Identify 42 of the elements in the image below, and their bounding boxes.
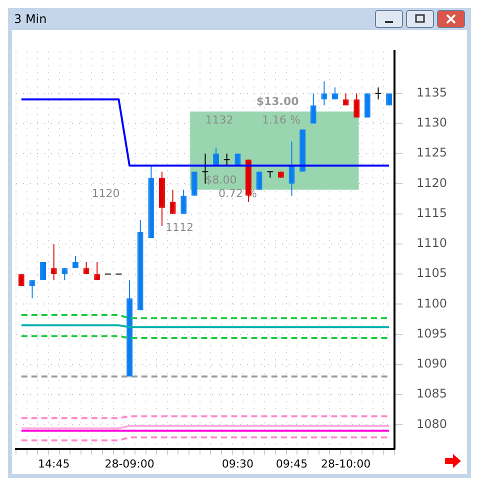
y-tick-label: 1090 bbox=[416, 356, 448, 371]
candlestick bbox=[94, 262, 100, 281]
x-tick-label: 28-10:00 bbox=[320, 457, 371, 470]
y-tick-label: 1105 bbox=[416, 266, 448, 280]
candlestick bbox=[72, 256, 78, 269]
y-tick-label: 1115 bbox=[416, 206, 448, 220]
y-tick-label: 1110 bbox=[416, 236, 448, 250]
candlestick bbox=[374, 86, 382, 100]
y-tick-label: 1130 bbox=[416, 116, 448, 130]
candlestick bbox=[342, 92, 349, 106]
candlestick bbox=[354, 92, 360, 118]
candlestick bbox=[40, 262, 46, 281]
y-tick-label: 1125 bbox=[416, 146, 448, 160]
band-label: $13.00 bbox=[256, 94, 300, 108]
candlestick bbox=[29, 280, 36, 299]
annotation: $8.00 bbox=[205, 173, 237, 186]
annotation: 1.16 % bbox=[262, 114, 300, 127]
y-tick-label: 1135 bbox=[416, 85, 448, 100]
x-tick-label: 09:45 bbox=[276, 457, 308, 470]
candlestick bbox=[170, 189, 176, 214]
candlestick bbox=[266, 171, 274, 178]
y-tick-label: 1085 bbox=[416, 386, 448, 401]
candlestick bbox=[213, 147, 220, 166]
candlestick bbox=[50, 243, 57, 281]
y-tick-label: 1100 bbox=[416, 296, 448, 310]
annotation: 1132 bbox=[205, 114, 234, 127]
y-tick-label: 1080 bbox=[416, 416, 448, 431]
x-tick-label: 28-09:00 bbox=[104, 457, 154, 470]
candlestick bbox=[62, 268, 68, 281]
annotation: 1120 bbox=[92, 187, 120, 200]
candlestick bbox=[332, 86, 338, 100]
chart-title: 3 Min bbox=[14, 12, 47, 26]
y-tick-label: 1095 bbox=[416, 326, 448, 340]
candlestick bbox=[83, 262, 90, 275]
x-tick-label: 09:30 bbox=[222, 457, 254, 470]
annotation: 1112 bbox=[165, 220, 194, 234]
candlestick bbox=[310, 92, 316, 124]
x-tick-label: 14:45 bbox=[38, 457, 70, 470]
y-tick-label: 1120 bbox=[416, 176, 448, 190]
candlestick bbox=[321, 80, 328, 106]
candlestick bbox=[180, 189, 187, 214]
candlestick bbox=[223, 153, 230, 166]
